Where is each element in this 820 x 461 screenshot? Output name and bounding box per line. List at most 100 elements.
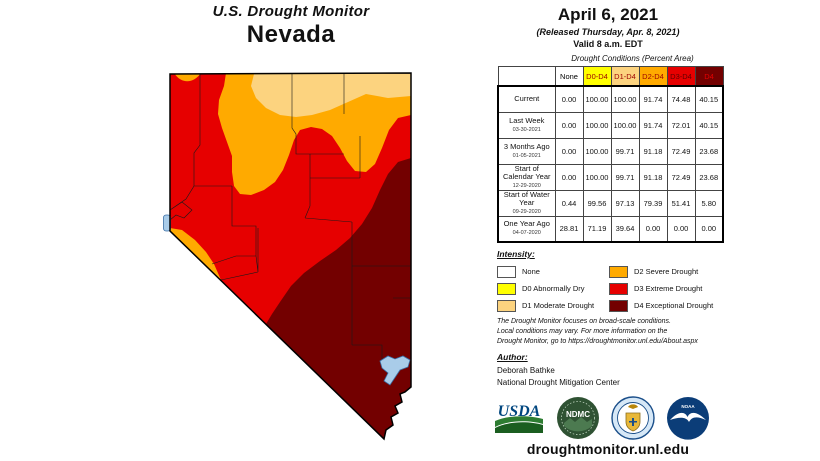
cell-value: 0.00	[554, 163, 584, 191]
cell-value: 100.00	[582, 163, 612, 191]
legend-title: Intensity:	[497, 249, 535, 259]
legend-item-d1: D1 Moderate Drought	[497, 297, 609, 314]
legend-item-none: None	[497, 263, 609, 280]
d4-swatch	[609, 299, 628, 312]
d1-swatch	[497, 299, 516, 312]
ndmc-logo: NDMC	[557, 397, 599, 439]
cell-value: 100.00	[582, 111, 612, 139]
state-name-title: Nevada	[246, 21, 336, 48]
disclaimer-text: The Drought Monitor focuses on broad-sca…	[497, 318, 698, 345]
row-label-one-year-ago: One Year Ago 04-07-2020	[497, 215, 556, 243]
cell-value: 99.56	[582, 189, 612, 217]
cell-value: 0.00	[554, 111, 584, 139]
table-row: Start of Calendar Year 12-29-2020 0.00 10…	[497, 163, 724, 191]
table-corner-cell	[497, 66, 556, 87]
table-row: Current 0.00 100.00 100.00 91.74 74.48 4…	[497, 85, 724, 113]
cell-value: 0.00	[554, 137, 584, 165]
cell-value: 72.49	[666, 137, 696, 165]
cell-value: 100.00	[582, 137, 612, 165]
svg-text:NDMC: NDMC	[566, 410, 590, 419]
cell-value: 40.15	[694, 111, 724, 139]
cell-value: 91.74	[638, 111, 668, 139]
cell-value: 23.68	[694, 137, 724, 165]
table-row: One Year Ago 04-07-2020 28.81 71.19 39.64…	[497, 215, 724, 243]
cell-value: 100.00	[610, 85, 640, 113]
zone-d4-exceptional	[266, 158, 411, 439]
cell-value: 0.00	[666, 215, 696, 243]
cell-value: 74.48	[666, 85, 696, 113]
table-header-row: None D0-D4 D1-D4 D2-D4 D3-D4 D4	[497, 66, 724, 87]
author-block: Author: Deborah Bathke National Drought …	[497, 352, 620, 389]
lake-mead	[379, 355, 411, 386]
release-date: (Released Thursday, Apr. 8, 2021)	[536, 27, 680, 37]
nevada-state-outline	[169, 72, 412, 441]
none-swatch	[497, 265, 516, 278]
intensity-legend: Intensity: None D0 Abnormally Dry D1 Mod…	[497, 249, 797, 314]
cell-value: 39.64	[610, 215, 640, 243]
cell-value: 100.00	[582, 85, 612, 113]
cell-value: 99.71	[610, 163, 640, 191]
county-borders	[170, 73, 411, 364]
date-block: April 6, 2021 (Released Thursday, Apr. 8…	[494, 5, 722, 49]
usda-logo: USDA	[495, 403, 543, 433]
row-label-last-week: Last Week 03-30-2021	[497, 111, 556, 139]
d3-swatch	[609, 282, 628, 295]
website-link[interactable]: droughtmonitor.unl.edu	[526, 441, 690, 457]
table-caption: Drought Conditions (Percent Area)	[571, 54, 694, 63]
table-row: Last Week 03-30-2021 0.00 100.00 100.00 9…	[497, 111, 724, 139]
row-label-start-water-year: Start of Water Year 09-29-2020	[497, 189, 556, 217]
valid-time: Valid 8 a.m. EDT	[573, 39, 643, 49]
drought-conditions-table: None D0-D4 D1-D4 D2-D4 D3-D4 D4 Current …	[497, 66, 724, 243]
noaa-logo: NOAA	[667, 397, 709, 440]
table-row: 3 Months Ago 01-05-2021 0.00 100.00 99.71…	[497, 137, 724, 165]
report-title: U.S. Drought Monitor Nevada	[150, 3, 432, 49]
cell-value: 97.13	[610, 189, 640, 217]
nevada-map-svg	[163, 72, 412, 441]
row-label-3-months-ago: 3 Months Ago 01-05-2021	[497, 137, 556, 165]
report-title-line1: U.S. Drought Monitor	[212, 3, 370, 20]
row-label-current: Current	[497, 85, 556, 113]
svg-text:USDA: USDA	[498, 403, 541, 420]
agency-logos: USDA NDMC NOAA	[493, 396, 721, 440]
cell-value: 72.49	[666, 163, 696, 191]
svg-text:NOAA: NOAA	[681, 404, 695, 409]
col-header-d4: D4	[694, 66, 724, 87]
cell-value: 72.01	[666, 111, 696, 139]
legend-item-d4: D4 Exceptional Drought	[609, 297, 769, 314]
cell-value: 91.74	[638, 85, 668, 113]
cell-value: 5.80	[694, 189, 724, 217]
col-header-d0-d4: D0-D4	[582, 66, 612, 87]
d0-swatch	[497, 282, 516, 295]
cell-value: 100.00	[610, 111, 640, 139]
legend-item-d3: D3 Extreme Drought	[609, 280, 769, 297]
cell-value: 91.18	[638, 137, 668, 165]
cell-value: 71.19	[582, 215, 612, 243]
cell-value: 0.00	[554, 85, 584, 113]
author-name: Deborah Bathke	[497, 366, 555, 375]
table-row: Start of Water Year 09-29-2020 0.44 99.56…	[497, 189, 724, 217]
row-label-start-calendar-year: Start of Calendar Year 12-29-2020	[497, 163, 556, 191]
d2-swatch	[609, 265, 628, 278]
author-org: National Drought Mitigation Center	[497, 378, 620, 387]
cell-value: 91.18	[638, 163, 668, 191]
cell-value: 40.15	[694, 85, 724, 113]
cell-value: 79.39	[638, 189, 668, 217]
cell-value: 0.44	[554, 189, 584, 217]
col-header-d1-d4: D1-D4	[610, 66, 640, 87]
cell-value: 0.00	[694, 215, 724, 243]
legend-item-d0: D0 Abnormally Dry	[497, 280, 609, 297]
cell-value: 23.68	[694, 163, 724, 191]
col-header-d3-d4: D3-D4	[666, 66, 696, 87]
col-header-d2-d4: D2-D4	[638, 66, 668, 87]
cell-value: 99.71	[610, 137, 640, 165]
zone-d1-moderate	[251, 73, 411, 117]
map-date: April 6, 2021	[557, 5, 659, 24]
author-title: Author:	[497, 352, 528, 362]
nevada-drought-map	[148, 58, 420, 456]
zone-d2-severe	[170, 73, 411, 195]
cell-value: 28.81	[554, 215, 584, 243]
zone-d3-west-strip	[170, 73, 232, 172]
doc-logo	[611, 396, 655, 440]
col-header-none: None	[554, 66, 584, 87]
